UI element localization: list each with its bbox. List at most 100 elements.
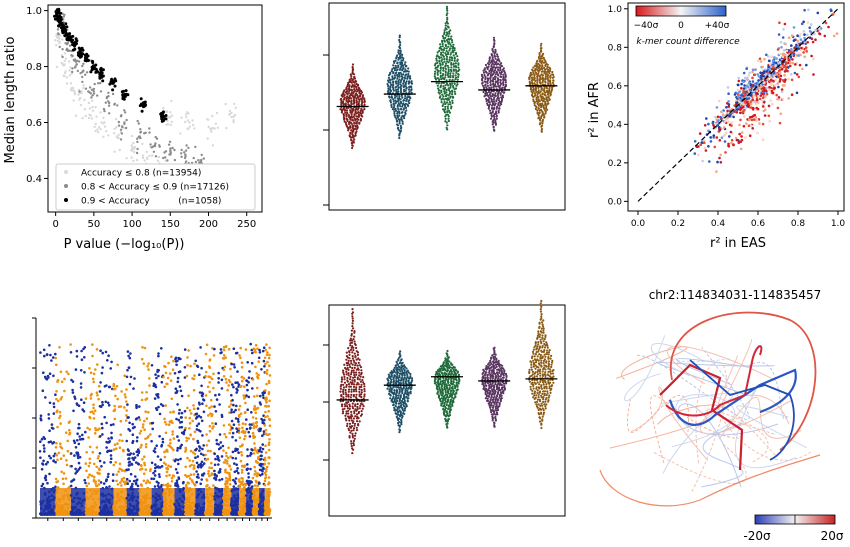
swarm-point bbox=[402, 102, 404, 104]
manhattan-point bbox=[169, 372, 172, 375]
manhattan-point bbox=[65, 371, 68, 374]
manhattan-point bbox=[101, 423, 104, 426]
manhattan-point bbox=[45, 463, 48, 466]
scatter-point bbox=[132, 160, 134, 162]
swarm-point bbox=[489, 110, 491, 112]
manhattan-point bbox=[182, 482, 185, 485]
swarm-point bbox=[449, 72, 451, 74]
scatter-point bbox=[170, 124, 172, 126]
scatter-point bbox=[69, 45, 71, 47]
swarm-point bbox=[542, 70, 544, 72]
swarm-point bbox=[446, 101, 448, 103]
scatter-point bbox=[57, 25, 60, 28]
swarm-point bbox=[387, 85, 389, 87]
swarm-point bbox=[405, 85, 407, 87]
scatter-point bbox=[167, 123, 169, 125]
manhattan-point bbox=[161, 444, 164, 447]
swarm-point bbox=[488, 72, 490, 74]
manhattan-point bbox=[116, 385, 119, 388]
swarm-point bbox=[549, 70, 551, 72]
swarm-point bbox=[398, 39, 400, 41]
swarm-point bbox=[454, 56, 456, 58]
scatter-point bbox=[707, 145, 710, 148]
manhattan-point bbox=[156, 369, 159, 372]
manhattan-point bbox=[80, 386, 83, 389]
swarm-point bbox=[453, 63, 455, 65]
manhattan-point bbox=[158, 473, 161, 476]
scatter-point bbox=[743, 115, 746, 118]
scatter-point bbox=[762, 139, 765, 142]
scatter-point bbox=[188, 121, 190, 123]
manhattan-point bbox=[96, 363, 99, 366]
x-tick-label: 50 bbox=[87, 219, 100, 230]
swarm-point bbox=[445, 25, 447, 27]
manhattan-point bbox=[98, 479, 101, 482]
swarm-point bbox=[493, 66, 495, 68]
swarm-point bbox=[542, 76, 544, 78]
scatter-point bbox=[776, 82, 779, 85]
swarm-point bbox=[539, 112, 541, 114]
manhattan-point bbox=[189, 365, 192, 368]
scatter-point bbox=[728, 115, 731, 118]
swarm-point bbox=[494, 69, 496, 71]
scatter-point bbox=[55, 44, 57, 46]
scatter-point bbox=[66, 43, 68, 45]
swarm-point bbox=[539, 94, 541, 96]
scatter-point bbox=[720, 161, 723, 164]
manhattan-point bbox=[137, 448, 140, 451]
swarm-point bbox=[401, 62, 403, 64]
scatter-point bbox=[781, 68, 784, 71]
manhattan-point bbox=[162, 376, 165, 379]
scatter-point bbox=[727, 120, 730, 123]
scatter-point bbox=[75, 39, 78, 42]
scatter-point bbox=[750, 103, 753, 106]
manhattan-band bbox=[175, 488, 186, 516]
manhattan-point bbox=[113, 388, 116, 391]
swarm-point bbox=[344, 121, 346, 123]
scatter-point bbox=[72, 99, 74, 101]
swarm-point bbox=[497, 58, 499, 60]
swarm-point bbox=[496, 115, 498, 117]
scatter-point bbox=[791, 34, 794, 37]
swarm-point bbox=[535, 62, 537, 64]
swarm-point bbox=[438, 50, 440, 52]
swarm-point bbox=[443, 61, 445, 63]
swarm-point bbox=[504, 73, 506, 75]
scatter-point bbox=[694, 152, 697, 155]
manhattan-point bbox=[84, 431, 87, 434]
scatter-point bbox=[791, 58, 794, 61]
manhattan-point bbox=[53, 402, 56, 405]
scatter-point bbox=[719, 154, 722, 157]
scatter-point bbox=[102, 117, 104, 119]
scatter-point bbox=[154, 144, 156, 146]
swarm-point bbox=[346, 96, 348, 98]
manhattan-point bbox=[47, 413, 50, 416]
swarm-point bbox=[450, 69, 452, 71]
swarm-point bbox=[447, 114, 449, 116]
scatter-point bbox=[206, 118, 208, 120]
swarm-point bbox=[541, 60, 543, 62]
swarm-point bbox=[393, 103, 395, 105]
swarm-point bbox=[544, 94, 546, 96]
swarm-point bbox=[395, 60, 397, 62]
scatter-point bbox=[737, 89, 740, 92]
swarm-point bbox=[503, 91, 505, 93]
manhattan-point bbox=[48, 455, 51, 458]
scatter-point bbox=[148, 127, 150, 129]
swarm-point bbox=[355, 99, 357, 101]
swarm-point bbox=[352, 84, 354, 86]
swarm-point bbox=[351, 115, 353, 117]
x-tick-label: 150 bbox=[161, 219, 180, 230]
swarm-point bbox=[453, 49, 455, 51]
scatter-point bbox=[802, 51, 805, 54]
legend-marker-2 bbox=[64, 184, 68, 188]
swarm-point bbox=[445, 27, 447, 29]
scatter-point bbox=[104, 125, 106, 127]
scatter-point bbox=[71, 55, 73, 57]
manhattan-point bbox=[171, 421, 174, 424]
swarm-point bbox=[538, 116, 540, 118]
swarm-point bbox=[440, 90, 442, 92]
swarm-point bbox=[343, 89, 345, 91]
swarm-point bbox=[453, 68, 455, 70]
